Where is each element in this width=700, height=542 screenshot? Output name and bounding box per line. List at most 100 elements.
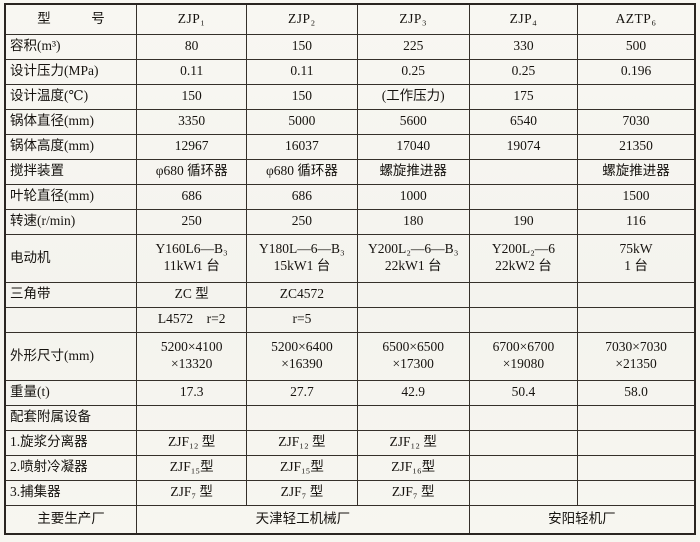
spec-cell [577, 404, 696, 431]
spec-cell [136, 404, 248, 431]
spec-cell: ZC 型 [136, 281, 248, 308]
table-row: 配套附属设备 [4, 404, 696, 431]
spec-cell: 19074 [468, 133, 579, 160]
manufacturer-cell: 天津轻工机械厂 [136, 504, 470, 535]
spec-cell [577, 306, 696, 333]
row-label: 重量(t) [4, 379, 138, 406]
spec-cell: Y200L₂—6—B₃ 22kW1 台 [356, 233, 470, 283]
table-row: 三角带 ZC 型 ZC4572 [4, 281, 696, 308]
table-row: 设计压力(MPa) 0.11 0.11 0.25 0.25 0.196 [4, 58, 696, 85]
table-row: 3.捕集器 ZJF₇ 型 ZJF₇ 型 ZJF₇ 型 [4, 479, 696, 506]
spec-cell: 500 [577, 33, 696, 60]
table-row: 设计温度(℃) 150 150 (工作压力) 175 [4, 83, 696, 110]
spec-cell: 12967 [136, 133, 248, 160]
spec-cell: 50.4 [468, 379, 579, 406]
row-label: 叶轮直径(mm) [4, 183, 138, 210]
spec-cell: 5000 [246, 108, 358, 135]
spec-cell: ZC4572 [246, 281, 358, 308]
spec-cell: (工作压力) [356, 83, 470, 110]
spec-cell: r=5 [246, 306, 358, 333]
row-label: 三角带 [4, 281, 138, 308]
spec-cell [468, 404, 579, 431]
spec-cell: 1000 [356, 183, 470, 210]
spec-cell: 7030×7030 ×21350 [577, 331, 696, 381]
col-header-model-label: 型 号 [4, 3, 138, 35]
spec-cell: 16037 [246, 133, 358, 160]
row-label: 锅体高度(mm) [4, 133, 138, 160]
row-label: 配套附属设备 [4, 404, 138, 431]
spec-cell: ZJF₁₆型 [356, 454, 470, 481]
row-label: 设计压力(MPa) [4, 58, 138, 85]
row-label: 锅体直径(mm) [4, 108, 138, 135]
header-row: 型 号 ZJP₁ ZJP₂ ZJP₃ ZJP₄ AZTP₆ [4, 3, 696, 35]
spec-cell: 0.11 [246, 58, 358, 85]
spec-cell: 21350 [577, 133, 696, 160]
spec-cell: φ680 循环器 [136, 158, 248, 185]
spec-cell: 686 [246, 183, 358, 210]
footer-label: 主要生产厂 [4, 504, 138, 535]
spec-cell: ZJF₁₂ 型 [356, 429, 470, 456]
spec-cell: 0.11 [136, 58, 248, 85]
spec-cell: 180 [356, 208, 470, 235]
spec-cell: 27.7 [246, 379, 358, 406]
table-row: 叶轮直径(mm) 686 686 1000 1500 [4, 183, 696, 210]
spec-cell: 75kW 1 台 [577, 233, 696, 283]
spec-cell: 螺旋推进器 [577, 158, 696, 185]
spec-cell: 3350 [136, 108, 248, 135]
table-row: 重量(t) 17.3 27.7 42.9 50.4 58.0 [4, 379, 696, 406]
spec-cell [356, 404, 470, 431]
spec-cell [577, 281, 696, 308]
spec-cell: 1500 [577, 183, 696, 210]
spec-cell [468, 306, 579, 333]
spec-cell: 190 [468, 208, 579, 235]
spec-table: 型 号 ZJP₁ ZJP₂ ZJP₃ ZJP₄ AZTP₆ 容积(m³) 80 150 225… [4, 3, 696, 535]
spec-cell: 330 [468, 33, 579, 60]
spec-cell: ZJF₇ 型 [136, 479, 248, 506]
table-row: 锅体直径(mm) 3350 5000 5600 6540 7030 [4, 108, 696, 135]
table-row: 2.喷射冷凝器 ZJF₁₅型 ZJF₁₅型 ZJF₁₆型 [4, 454, 696, 481]
table-row: 转速(r/min) 250 250 180 190 116 [4, 208, 696, 235]
spec-cell [577, 454, 696, 481]
spec-cell: ZJF₇ 型 [356, 479, 470, 506]
spec-cell: φ680 循环器 [246, 158, 358, 185]
row-label: 设计温度(℃) [4, 83, 138, 110]
manufacturer-cell: 安阳轻机厂 [468, 504, 696, 535]
spec-cell: ZJF₁₂ 型 [246, 429, 358, 456]
spec-cell: 80 [136, 33, 248, 60]
spec-cell: 0.196 [577, 58, 696, 85]
spec-cell [577, 83, 696, 110]
spec-cell [468, 454, 579, 481]
spec-cell [468, 281, 579, 308]
spec-cell: 6500×6500 ×17300 [356, 331, 470, 381]
row-label: 2.喷射冷凝器 [4, 454, 138, 481]
spec-cell: 5600 [356, 108, 470, 135]
col-header-model-1: ZJP₁ [136, 3, 248, 35]
row-label [4, 306, 138, 333]
spec-cell: 250 [136, 208, 248, 235]
row-label: 1.旋浆分离器 [4, 429, 138, 456]
spec-cell: Y180L—6—B₃ 15kW1 台 [246, 233, 358, 283]
spec-cell: 175 [468, 83, 579, 110]
table-row: 电动机 Y160L6—B₃ 11kW1 台 Y180L—6—B₃ 15kW1 台 Y2… [4, 233, 696, 283]
spec-cell: 17.3 [136, 379, 248, 406]
col-header-model-2: ZJP₂ [246, 3, 358, 35]
table-row: 容积(m³) 80 150 225 330 500 [4, 33, 696, 60]
row-label: 容积(m³) [4, 33, 138, 60]
col-header-model-4: ZJP₄ [468, 3, 579, 35]
table-row: L4572 r=2 r=5 [4, 306, 696, 333]
spec-cell: 150 [246, 83, 358, 110]
spec-cell [356, 281, 470, 308]
spec-cell: 116 [577, 208, 696, 235]
spec-cell: 5200×4100 ×13320 [136, 331, 248, 381]
spec-table-body: 容积(m³) 80 150 225 330 500 设计压力(MPa) 0.11 0.11 0.2… [4, 33, 696, 506]
spec-cell: 225 [356, 33, 470, 60]
spec-cell: 螺旋推进器 [356, 158, 470, 185]
spec-cell: 250 [246, 208, 358, 235]
table-row: 搅拌装置 φ680 循环器 φ680 循环器 螺旋推进器 螺旋推进器 [4, 158, 696, 185]
table-row: 外形尺寸(mm) 5200×4100 ×13320 5200×6400 ×16390… [4, 331, 696, 381]
col-header-model-3: ZJP₃ [356, 3, 470, 35]
spec-cell [577, 479, 696, 506]
spec-cell: 0.25 [356, 58, 470, 85]
spec-cell: L4572 r=2 [136, 306, 248, 333]
